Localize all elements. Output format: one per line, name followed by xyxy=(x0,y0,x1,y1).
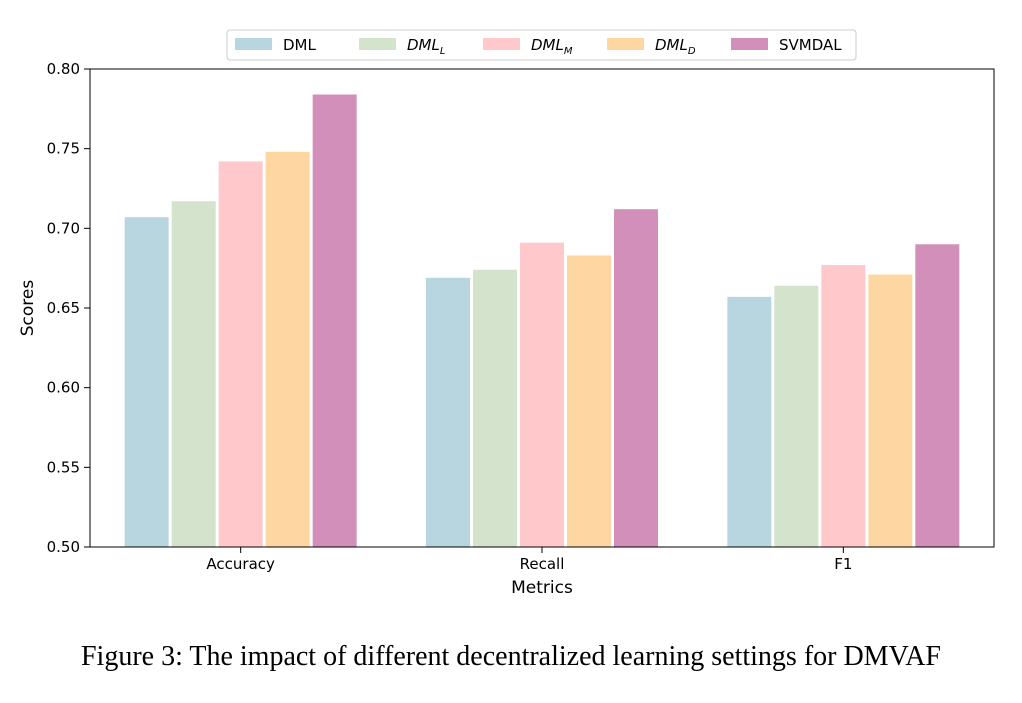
legend-label: DML xyxy=(283,36,316,54)
y-tick-label: 0.70 xyxy=(47,219,80,237)
bar-dml-d-accuracy xyxy=(265,151,310,547)
y-tick-label: 0.60 xyxy=(47,379,80,397)
x-tick-label: F1 xyxy=(834,555,852,573)
x-tick-label: Recall xyxy=(520,555,565,573)
bar-dml-l-f1 xyxy=(774,285,819,547)
bar-svmdal-accuracy xyxy=(312,94,357,547)
bar-svmdal-f1 xyxy=(915,244,960,547)
bars-group xyxy=(124,94,960,548)
bar-dml-accuracy xyxy=(124,217,169,547)
bar-dml-f1 xyxy=(727,296,772,547)
bar-dml-m-accuracy xyxy=(218,161,263,547)
bar-dml-l-accuracy xyxy=(171,201,216,547)
y-tick-label: 0.75 xyxy=(47,140,80,158)
legend-label: DMLD xyxy=(655,36,696,57)
y-tick-label: 0.80 xyxy=(47,60,80,78)
bar-dml-d-recall xyxy=(567,255,611,548)
bar-dml-m-f1 xyxy=(821,264,866,547)
bar-dml-d-f1 xyxy=(868,274,913,547)
legend-label: DMLL xyxy=(407,36,445,57)
x-axis-label: Metrics xyxy=(511,578,573,598)
legend-box xyxy=(226,29,857,61)
bar-chart: DML DMLL DMLM DMLD SVMDAL 0.500.550.600.650.… xyxy=(18,29,995,598)
y-tick-label: 0.50 xyxy=(47,538,80,556)
y-tick-label: 0.55 xyxy=(47,458,80,476)
bar-dml-m-recall xyxy=(520,242,564,547)
bar-dml-recall xyxy=(426,277,470,547)
x-axis: Accuracy Recall F1 xyxy=(206,547,852,573)
legend-label: SVMDAL xyxy=(779,36,842,54)
figure-caption: Figure 3: The impact of different decent… xyxy=(80,641,941,672)
legend-swatch xyxy=(607,38,644,50)
x-tick-label: Accuracy xyxy=(206,555,275,573)
y-axis: 0.50 0.55 0.60 0.65 0.70 0.75 0.80 xyxy=(47,60,90,556)
y-tick-label: 0.65 xyxy=(47,299,80,317)
bar-svmdal-recall xyxy=(614,209,658,548)
legend-swatch xyxy=(359,38,396,50)
bar-dml-l-recall xyxy=(473,269,517,547)
legend: DML DMLL DMLM DMLD SVMDAL xyxy=(226,29,857,61)
legend-label: DMLM xyxy=(531,36,573,57)
legend-swatch xyxy=(235,38,272,50)
legend-swatch xyxy=(483,38,520,50)
legend-swatch xyxy=(731,38,768,50)
y-axis-label: Scores xyxy=(18,280,38,337)
